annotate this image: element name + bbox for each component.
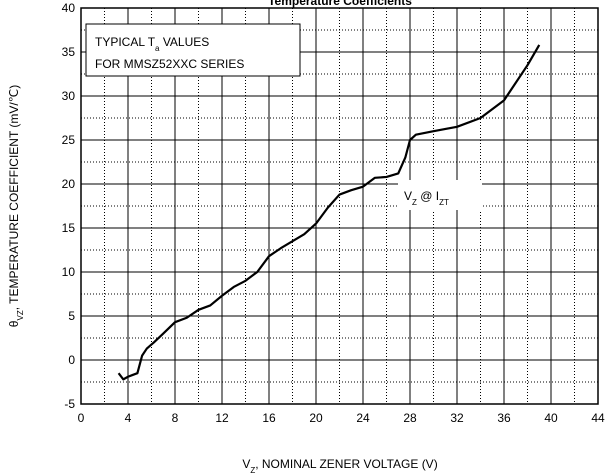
text-part: V [404, 189, 412, 203]
x-axis-label: VZ, NOMINAL ZENER VOLTAGE (V) [242, 457, 437, 474]
annotation-background [398, 180, 482, 210]
y-axis-label: θVZ, TEMPERATURE COEFFICIENT (mV/℃) [7, 85, 25, 327]
y-tick-label: 10 [62, 265, 76, 279]
annotation: FOR MMSZ52XXC SERIES [95, 57, 244, 71]
chart-title: Temperature Coefficients [268, 0, 412, 8]
text-part: TYPICAL T [95, 35, 156, 49]
annotation: TYPICAL Ta VALUES [95, 35, 209, 53]
subscript: Z [250, 466, 255, 474]
x-tick-label: 24 [356, 411, 370, 425]
text-part: @ I [417, 189, 439, 203]
plot-frame [80, 7, 599, 405]
annotation-box [85, 23, 301, 77]
subscript: ZT [439, 198, 449, 207]
x-tick-label: 4 [125, 411, 132, 425]
x-tick-label: 36 [497, 411, 511, 425]
text-part: , TEMPERATURE COEFFICIENT (mV/℃) [7, 85, 21, 311]
x-tick-label: 16 [262, 411, 276, 425]
y-tick-label: 30 [62, 89, 76, 103]
y-tick-label: -5 [64, 397, 75, 411]
x-tick-label: 20 [309, 411, 323, 425]
x-tick-label: 8 [172, 411, 179, 425]
y-tick-label: 15 [62, 221, 76, 235]
annotation: VZ @ IZT [404, 189, 449, 207]
x-tick-label: 0 [78, 411, 85, 425]
text-part: VALUES [159, 35, 209, 49]
y-tick-label: 35 [62, 45, 76, 59]
y-tick-label: 20 [62, 177, 76, 191]
y-tick-label: 25 [62, 133, 76, 147]
x-tick-label: 32 [450, 411, 464, 425]
subscript: VZ [16, 310, 25, 320]
x-tick-label: 44 [591, 411, 605, 425]
x-tick-label: 28 [403, 411, 417, 425]
subscript: a [155, 44, 160, 53]
text-part: V [242, 457, 250, 471]
subscript: Z [412, 198, 417, 207]
text-part: , NOMINAL ZENER VOLTAGE (V) [255, 457, 437, 471]
data-line [117, 44, 541, 381]
y-tick-label: 40 [62, 1, 76, 15]
y-tick-label: 5 [68, 309, 75, 323]
text-part: FOR MMSZ52XXC SERIES [95, 57, 244, 71]
y-tick-label: 0 [68, 353, 75, 367]
x-tick-label: 12 [215, 411, 229, 425]
x-tick-label: 40 [544, 411, 558, 425]
text-part: θ [7, 320, 21, 327]
